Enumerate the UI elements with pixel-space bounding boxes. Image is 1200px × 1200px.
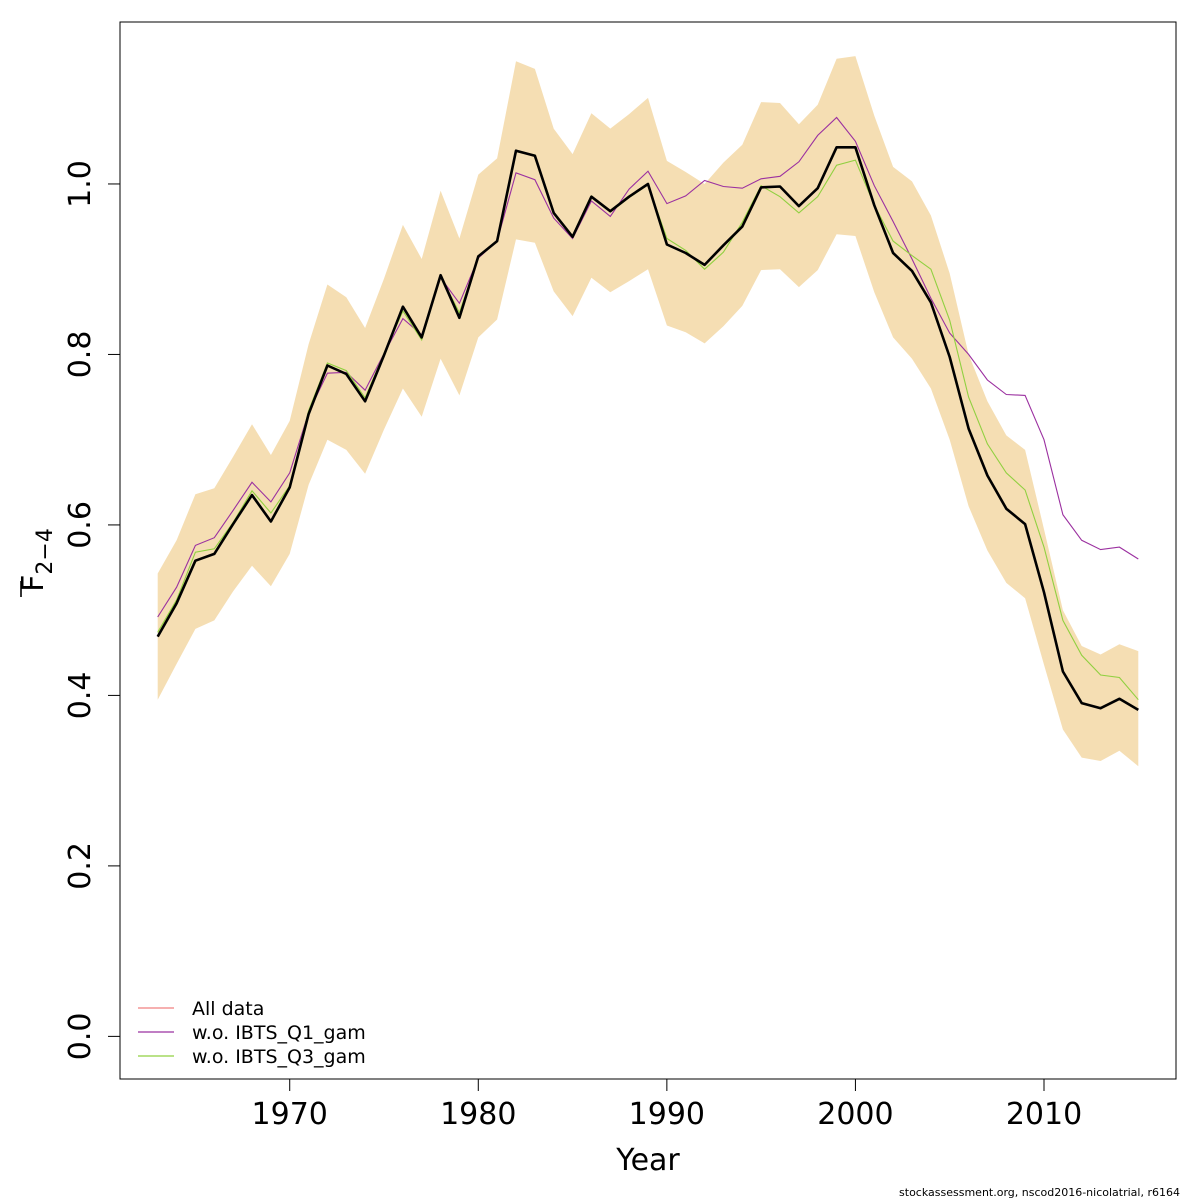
y-tick-label: 1.0 (63, 160, 98, 208)
x-tick-label: 1990 (629, 1097, 705, 1132)
main-estimate-line (156, 146, 1139, 712)
x-tick-label: 2000 (817, 1097, 893, 1132)
main-line-layer (156, 146, 1139, 712)
y-tick-label: 0.8 (63, 331, 98, 379)
y-axis-title-sub: 2−4 (33, 528, 58, 574)
y-axis: 0.0 0.2 0.4 0.6 0.8 1.0 (63, 160, 121, 1061)
legend-label: All data (192, 998, 264, 1020)
x-tick-label: 2010 (1006, 1097, 1082, 1132)
legend-label: w.o. IBTS_Q3_gam (192, 1046, 366, 1068)
x-axis: 1970 1980 1990 2000 2010 (252, 1078, 1082, 1132)
confidence-band (157, 56, 1139, 767)
footer-text: stockassessment.org, nscod2016-nicolatri… (899, 1186, 1180, 1199)
y-tick-label: 0.2 (63, 842, 98, 890)
confidence-band-layer (157, 56, 1139, 767)
x-tick-label: 1970 (252, 1097, 328, 1132)
svg-text:F2−4: F2−4 (16, 528, 58, 592)
y-axis-title-main: F (16, 575, 51, 592)
x-tick-label: 1980 (440, 1097, 516, 1132)
y-axis-title: F2−4 (16, 528, 58, 597)
legend-label: w.o. IBTS_Q1_gam (192, 1022, 366, 1044)
x-axis-title: Year (615, 1143, 680, 1178)
series-line-1 (157, 116, 1139, 618)
y-tick-label: 0.6 (63, 501, 98, 549)
y-tick-label: 0.4 (63, 672, 98, 720)
y-tick-label: 0.0 (63, 1013, 98, 1061)
